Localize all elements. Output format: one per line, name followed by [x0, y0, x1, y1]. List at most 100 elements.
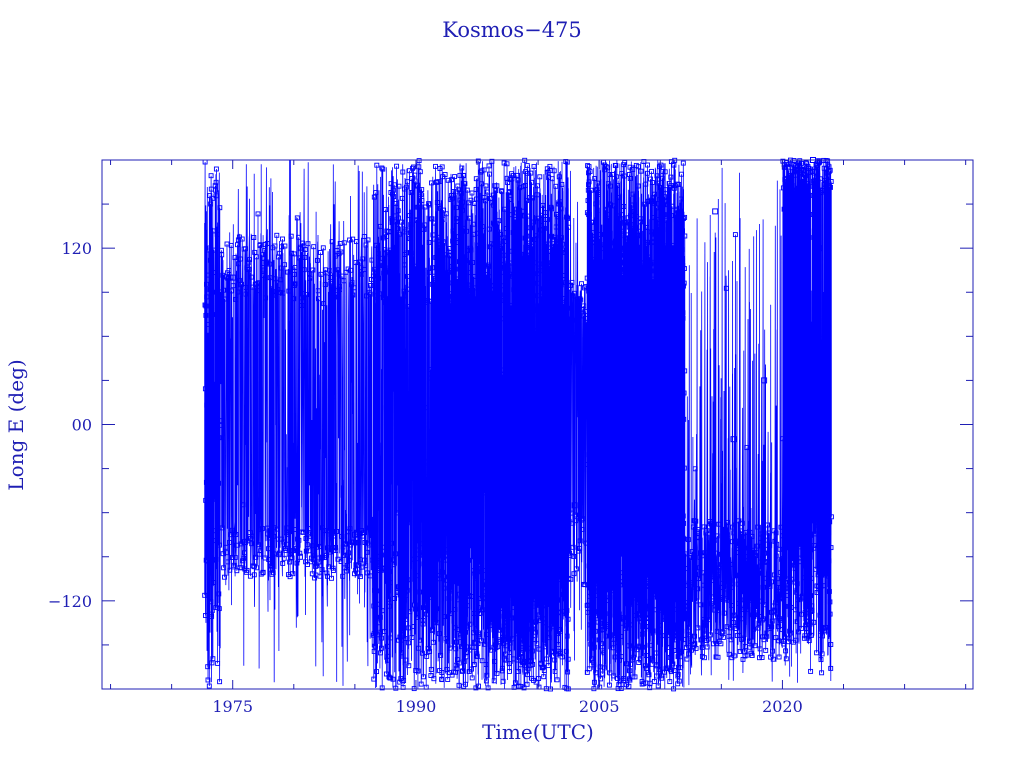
data-point	[596, 613, 602, 619]
data-point	[400, 627, 406, 633]
data-point	[823, 180, 829, 185]
data-point	[418, 681, 424, 687]
data-point	[529, 263, 535, 269]
data-point	[792, 566, 798, 572]
data-point	[413, 573, 419, 579]
data-point	[794, 581, 800, 587]
data-point	[426, 239, 432, 245]
data-point	[460, 582, 465, 588]
data-point	[364, 549, 370, 555]
data-point	[439, 670, 445, 675]
data-point	[669, 547, 675, 553]
data-point	[329, 575, 334, 581]
data-point	[384, 643, 390, 649]
data-point	[610, 562, 615, 568]
data-point	[764, 630, 770, 636]
data-point	[592, 272, 598, 278]
data-point	[206, 538, 212, 544]
data-point	[696, 526, 702, 532]
data-point	[537, 174, 543, 180]
data-point	[629, 601, 634, 607]
data-point	[261, 267, 267, 273]
data-point	[322, 267, 328, 273]
data-point	[529, 243, 535, 249]
data-point	[673, 447, 679, 453]
data-point	[665, 602, 671, 608]
data-point	[210, 438, 215, 444]
data-point	[634, 467, 640, 473]
data-point	[498, 245, 504, 251]
data-point	[293, 527, 299, 532]
data-point	[424, 611, 429, 617]
data-point	[656, 330, 662, 336]
data-point	[509, 248, 515, 254]
data-point	[610, 249, 615, 255]
data-point	[786, 639, 792, 645]
data-point	[292, 265, 298, 270]
data-point	[530, 637, 536, 643]
data-point	[512, 569, 518, 575]
data-point	[780, 185, 786, 191]
data-point	[653, 380, 659, 385]
data-point	[266, 546, 271, 552]
data-point	[810, 212, 816, 217]
data-point	[209, 312, 215, 317]
data-point	[643, 680, 649, 686]
data-point	[264, 241, 270, 246]
data-point	[337, 287, 343, 293]
data-point	[788, 604, 794, 610]
data-point	[603, 633, 609, 639]
data-point	[306, 271, 312, 276]
data-point	[598, 676, 604, 682]
data-point	[211, 580, 217, 585]
data-point	[249, 533, 255, 539]
data-point	[377, 223, 383, 229]
data-point	[386, 603, 392, 609]
data-point	[296, 537, 302, 543]
data-point	[643, 527, 649, 533]
data-point	[328, 280, 334, 286]
data-point	[483, 662, 489, 667]
data-point	[752, 597, 758, 603]
data-point	[508, 615, 514, 621]
data-point	[626, 534, 631, 540]
data-point	[599, 602, 604, 608]
data-point	[594, 186, 600, 192]
data-point	[595, 286, 601, 292]
data-point	[258, 548, 264, 554]
data-point	[635, 594, 641, 600]
data-point	[629, 512, 635, 518]
data-point	[429, 180, 434, 186]
data-point	[514, 631, 520, 637]
data-point	[745, 606, 751, 612]
data-point	[391, 182, 397, 188]
data-point	[212, 183, 218, 189]
data-point	[413, 556, 419, 562]
data-point	[351, 285, 357, 291]
data-point	[556, 610, 562, 616]
data-point	[628, 524, 634, 530]
data-point	[820, 633, 825, 639]
data-point	[770, 648, 775, 654]
data-point	[702, 631, 708, 637]
data-point	[670, 392, 675, 398]
data-point	[205, 400, 211, 406]
data-point	[291, 251, 297, 257]
data-point	[283, 547, 289, 553]
data-point	[387, 580, 393, 586]
data-point	[752, 643, 758, 649]
data-point	[456, 627, 462, 632]
data-point	[445, 343, 451, 349]
data-point	[431, 275, 437, 281]
data-point	[482, 482, 488, 487]
data-point	[458, 632, 463, 638]
data-point	[394, 274, 400, 280]
data-point	[758, 531, 764, 537]
data-point	[570, 520, 576, 526]
data-point	[561, 372, 567, 378]
data-point	[705, 589, 711, 595]
data-point	[615, 521, 621, 526]
data-point	[661, 558, 667, 564]
data-point	[479, 399, 485, 405]
data-point	[369, 257, 375, 263]
